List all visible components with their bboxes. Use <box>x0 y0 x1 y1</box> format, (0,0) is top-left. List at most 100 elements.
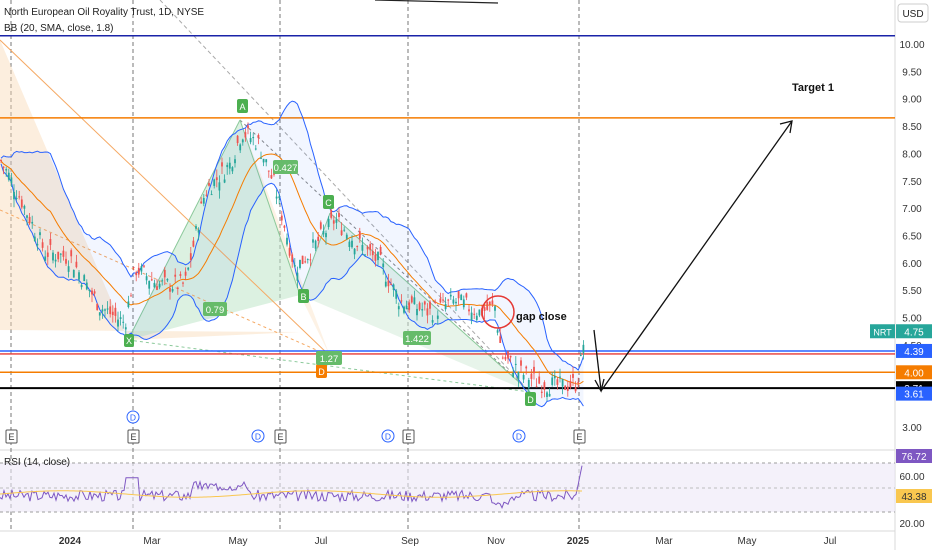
earnings-marker-label: E <box>405 432 411 442</box>
candle-body <box>270 175 273 179</box>
candle-body <box>124 327 127 330</box>
candle-body <box>387 280 390 287</box>
currency-badge[interactable] <box>897 3 929 23</box>
candle-body <box>46 252 49 257</box>
candle-body <box>143 265 145 267</box>
candle-body <box>436 315 439 319</box>
candle-body <box>28 216 31 224</box>
candle-body <box>345 234 348 239</box>
candle-body <box>301 255 304 264</box>
event-markers: E E E E EDD D D <box>5 410 586 444</box>
candle-body <box>447 299 450 301</box>
candle-body <box>18 196 21 198</box>
y-tick-label: 9.50 <box>902 67 922 78</box>
candle-body <box>351 240 353 248</box>
candle-body <box>556 379 559 385</box>
candle-body <box>145 276 148 281</box>
candle-body <box>527 380 530 388</box>
candle-body <box>475 315 478 320</box>
candle-body <box>319 222 322 229</box>
x-tick-label: 2024 <box>59 536 82 547</box>
x-tick-label: Sep <box>401 536 419 547</box>
candle-body <box>226 164 229 168</box>
ratio-box-3 <box>403 331 431 345</box>
rsi-pane: RSI (14, close) <box>0 457 895 513</box>
candle-body <box>208 183 210 186</box>
candle-body <box>340 230 343 236</box>
price-tag: 4.39 <box>896 343 932 358</box>
ratio-label-1: 0.79 <box>206 305 225 316</box>
candle-body <box>210 194 213 196</box>
x-tick-label: Jul <box>315 536 328 547</box>
candle-body <box>335 219 338 223</box>
candle-body <box>501 357 504 359</box>
candle-body <box>239 144 242 151</box>
candle-body <box>158 283 161 288</box>
candle-body <box>228 162 231 169</box>
candle-body <box>85 282 88 290</box>
candle-body <box>187 267 190 270</box>
candle-body <box>254 148 257 150</box>
candle-body <box>478 309 481 316</box>
candle-body <box>156 286 158 290</box>
time-axis[interactable]: 2024 Mar May Jul Sep Nov 2025 Mar May Jul <box>59 536 837 547</box>
x-tick-label: Jul <box>824 536 837 547</box>
candle-body <box>127 301 130 308</box>
candle-body <box>361 244 364 251</box>
candle-body <box>374 254 377 261</box>
candle-body <box>179 274 182 276</box>
y-tick-label: 3.00 <box>902 423 922 434</box>
y-tick-label: 9.00 <box>902 95 922 106</box>
candle-body <box>353 248 356 255</box>
candle-body <box>538 376 541 384</box>
candle-body <box>439 298 442 303</box>
candle-body <box>283 225 286 228</box>
point-a-box <box>237 99 248 113</box>
candle-body <box>213 179 216 186</box>
y-tick-label: 6.50 <box>902 232 922 243</box>
candle-body <box>39 232 41 236</box>
candle-body <box>184 271 187 276</box>
candle-body <box>569 380 572 388</box>
candle-body <box>111 311 114 316</box>
candle-body <box>413 297 416 305</box>
candle-body <box>221 162 223 167</box>
x-tick-label: Mar <box>143 536 161 547</box>
candle-body <box>174 274 177 277</box>
candle-body <box>494 306 496 311</box>
candle-body <box>267 170 270 172</box>
candle-body <box>512 373 515 377</box>
candle-body <box>117 319 119 327</box>
price-tag-box <box>896 386 932 401</box>
price-tag-box <box>896 324 932 339</box>
candle-body <box>488 301 491 305</box>
price-tag-value: 4.75 <box>904 327 924 338</box>
candle-body <box>20 199 23 208</box>
candle-body <box>377 251 379 261</box>
candle-body <box>553 376 556 379</box>
price-tag-value: 4.00 <box>904 368 924 379</box>
candle-body <box>468 309 470 312</box>
candle-body <box>132 266 135 268</box>
candle-body <box>101 309 104 312</box>
harmonic-pattern <box>0 0 531 393</box>
candle-body <box>13 191 15 200</box>
candle-body <box>455 301 457 304</box>
candle-body <box>358 231 361 239</box>
price-tag-symbol-box <box>870 324 895 339</box>
gap-close-circle <box>481 295 515 329</box>
candle-body <box>572 374 574 378</box>
earnings-marker <box>127 429 140 444</box>
candle-body <box>54 259 57 262</box>
candle-body <box>80 284 83 288</box>
ratio-label-3: 1.422 <box>405 334 429 345</box>
candle-body <box>392 284 395 291</box>
rsi-ma-line <box>0 490 583 498</box>
candle-body <box>405 305 408 310</box>
candle-body <box>247 125 249 129</box>
candle-body <box>7 172 10 180</box>
point-d-orange-label: D <box>318 367 325 377</box>
earnings-marker <box>573 429 586 444</box>
candle-body <box>397 306 400 310</box>
